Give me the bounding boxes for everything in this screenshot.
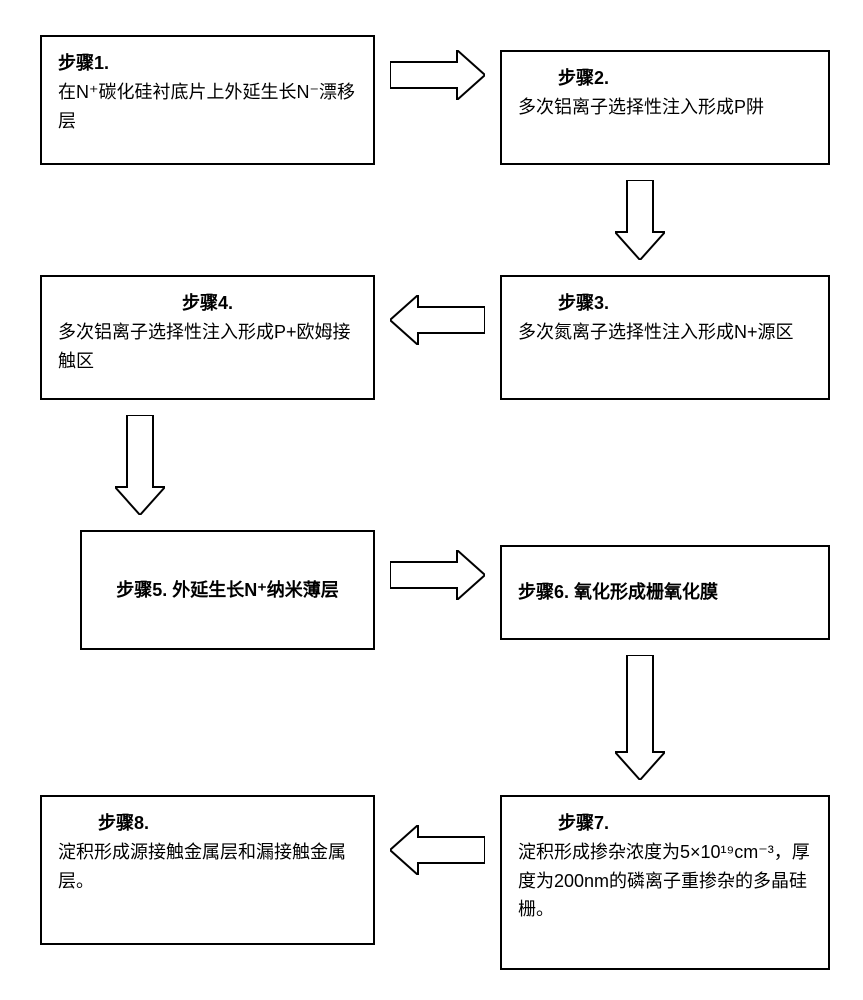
step4-text: 多次铝离子选择性注入形成P+欧姆接触区 — [58, 318, 357, 376]
arrow-7-8 — [390, 825, 485, 875]
step7-box: 步骤7. 淀积形成掺杂浓度为5×10¹⁹cm⁻³，厚度为200nm的磷离子重掺杂… — [500, 795, 830, 970]
step5-box: 步骤5. 外延生长N⁺纳米薄层 — [80, 530, 375, 650]
arrow-2-3 — [615, 180, 665, 260]
arrow-5-6 — [390, 550, 485, 600]
step5-label: 步骤5. 外延生长N⁺纳米薄层 — [116, 580, 339, 600]
arrow-1-2 — [390, 50, 485, 100]
arrow-6-7 — [615, 655, 665, 780]
step2-label: 步骤2. — [558, 68, 609, 88]
step7-text: 淀积形成掺杂浓度为5×10¹⁹cm⁻³，厚度为200nm的磷离子重掺杂的多晶硅栅… — [518, 838, 812, 924]
step8-label: 步骤8. — [98, 813, 149, 833]
step7-label: 步骤7. — [558, 813, 609, 833]
step4-label: 步骤4. — [182, 293, 233, 313]
step8-box: 步骤8. 淀积形成源接触金属层和漏接触金属层。 — [40, 795, 375, 945]
step3-box: 步骤3. 多次氮离子选择性注入形成N+源区 — [500, 275, 830, 400]
step1-box: 步骤1. 在N⁺碳化硅衬底片上外延生长N⁻漂移层 — [40, 35, 375, 165]
step4-box: 步骤4. 多次铝离子选择性注入形成P+欧姆接触区 — [40, 275, 375, 400]
step6-label: 步骤6. 氧化形成栅氧化膜 — [518, 582, 718, 602]
step8-text: 淀积形成源接触金属层和漏接触金属层。 — [58, 838, 357, 896]
step3-label: 步骤3. — [558, 293, 609, 313]
arrow-4-5 — [115, 415, 165, 515]
step1-text: 在N⁺碳化硅衬底片上外延生长N⁻漂移层 — [58, 78, 357, 136]
step1-label: 步骤1. — [58, 53, 109, 73]
arrow-3-4 — [390, 295, 485, 345]
step2-box: 步骤2. 多次铝离子选择性注入形成P阱 — [500, 50, 830, 165]
step2-text: 多次铝离子选择性注入形成P阱 — [518, 93, 812, 122]
step6-box: 步骤6. 氧化形成栅氧化膜 — [500, 545, 830, 640]
step3-text: 多次氮离子选择性注入形成N+源区 — [518, 318, 812, 347]
